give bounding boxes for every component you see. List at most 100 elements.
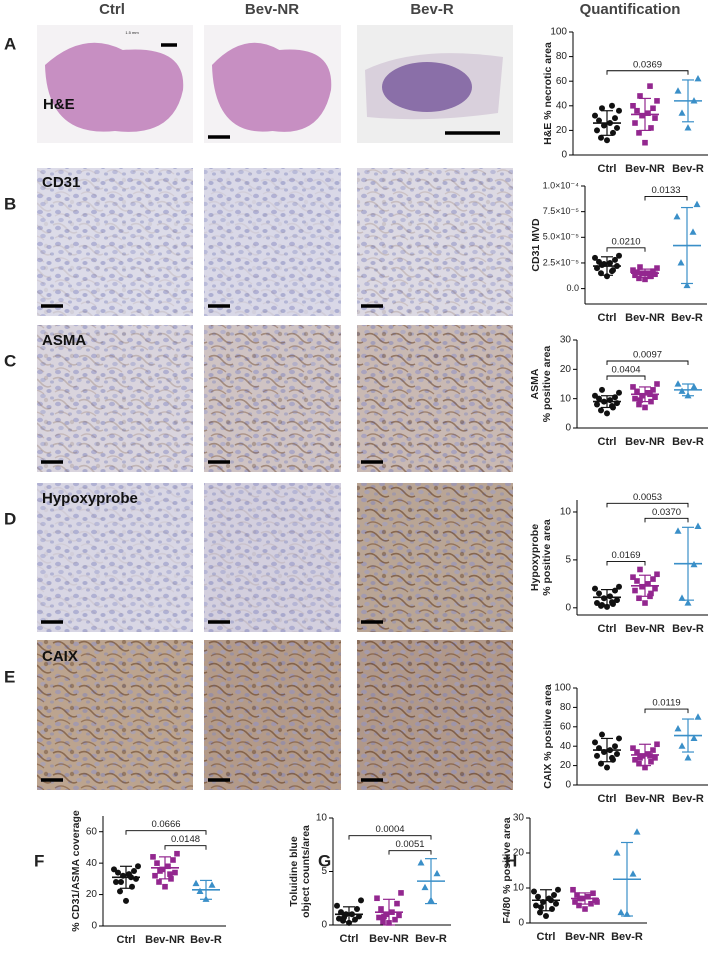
y-axis-label: Hypoxyprobe <box>529 524 541 591</box>
data-point <box>636 595 642 602</box>
data-point <box>165 863 171 870</box>
y-tick-label: 0 <box>561 150 567 161</box>
data-point <box>616 252 622 259</box>
stain-label: CAIX <box>42 648 78 665</box>
y-tick-label: 60 <box>86 826 98 837</box>
data-point <box>647 83 653 89</box>
data-point <box>690 383 698 390</box>
y-tick-label: 100 <box>554 683 571 694</box>
column-header: Ctrl <box>99 1 125 18</box>
comparison-bracket <box>644 708 689 714</box>
data-point <box>380 918 386 925</box>
data-point <box>630 267 636 273</box>
p-value: 0.0053 <box>633 492 662 503</box>
y-axis-label: F4/80 % positive area <box>501 817 513 923</box>
data-point <box>358 897 364 904</box>
data-point <box>392 916 398 923</box>
y-tick-label: 0 <box>321 920 327 931</box>
y-axis-label: CAIX % positive area <box>542 684 554 789</box>
x-tick-label: Bev-R <box>672 436 704 448</box>
data-point <box>152 872 158 879</box>
data-point <box>374 895 380 902</box>
x-tick-label: Bev-R <box>672 793 704 805</box>
data-point <box>607 593 613 600</box>
data-point <box>634 388 640 395</box>
data-point <box>694 522 702 529</box>
data-point <box>609 599 615 606</box>
comparison-bracket <box>164 845 207 850</box>
y-tick-label: 20 <box>560 760 572 771</box>
y-tick-label: 20 <box>556 125 568 136</box>
x-tick-label: Ctrl <box>340 933 359 945</box>
data-point <box>647 273 653 280</box>
x-tick-label: Bev-NR <box>565 931 605 943</box>
data-point <box>632 120 638 126</box>
tissue-core <box>382 62 472 112</box>
y-tick-label: 5.0×10⁻⁵ <box>543 232 580 242</box>
data-point <box>601 595 607 602</box>
data-point <box>632 756 638 763</box>
data-point <box>633 828 641 835</box>
y-tick-label: 10 <box>560 393 572 404</box>
data-point <box>598 407 604 414</box>
data-point <box>604 137 610 144</box>
data-point <box>156 879 162 885</box>
data-point <box>678 387 686 394</box>
data-point <box>694 713 702 720</box>
tissue-section <box>212 42 332 132</box>
data-point <box>576 902 582 909</box>
data-point <box>570 886 576 893</box>
data-point <box>634 269 640 275</box>
data-point <box>648 758 654 765</box>
data-point <box>647 753 653 759</box>
data-point <box>654 98 660 104</box>
data-point <box>674 87 682 94</box>
y-tick-label: 0 <box>518 918 524 929</box>
p-value: 0.0097 <box>633 350 662 361</box>
data-point <box>111 866 117 873</box>
data-point <box>607 259 613 266</box>
data-point <box>612 256 618 263</box>
y-tick-label: 40 <box>560 741 572 752</box>
p-value: 0.0666 <box>151 819 180 830</box>
y-tick-label: 0 <box>565 423 571 434</box>
comparison-bracket <box>125 830 207 835</box>
stain-label: H&E <box>43 96 75 113</box>
data-point <box>574 892 580 898</box>
data-point <box>614 597 620 604</box>
data-point <box>609 403 615 409</box>
data-point <box>673 212 681 220</box>
y-axis-label: % CD31/ASMA coverage <box>70 810 82 932</box>
y-tick-label: 30 <box>513 813 525 824</box>
data-point <box>636 401 642 408</box>
data-point <box>208 881 216 888</box>
panel-label: C <box>4 351 16 370</box>
data-point <box>639 112 645 119</box>
data-point <box>678 594 686 601</box>
comparison-bracket <box>606 502 689 508</box>
data-point <box>652 585 658 592</box>
data-point <box>684 599 692 606</box>
x-tick-label: Bev-R <box>415 933 447 945</box>
data-point <box>553 900 559 907</box>
data-point <box>599 262 605 269</box>
x-tick-label: Ctrl <box>598 163 617 175</box>
data-point <box>632 272 638 279</box>
y-tick-label: 0.0 <box>566 283 579 293</box>
data-point <box>616 107 622 114</box>
data-point <box>596 590 602 597</box>
comparison-bracket <box>388 850 432 855</box>
stain-label: Hypoxyprobe <box>42 490 138 507</box>
x-tick-label: Bev-NR <box>625 623 665 635</box>
data-point <box>612 743 618 750</box>
data-point <box>135 863 141 870</box>
data-point <box>531 888 537 895</box>
data-point <box>170 857 176 863</box>
data-point <box>684 754 692 761</box>
x-tick-label: Bev-NR <box>625 793 665 805</box>
data-point <box>650 268 656 274</box>
data-point <box>616 735 622 742</box>
data-point <box>601 122 607 129</box>
x-tick-label: Bev-R <box>190 934 222 946</box>
y-tick-label: 100 <box>550 27 567 38</box>
